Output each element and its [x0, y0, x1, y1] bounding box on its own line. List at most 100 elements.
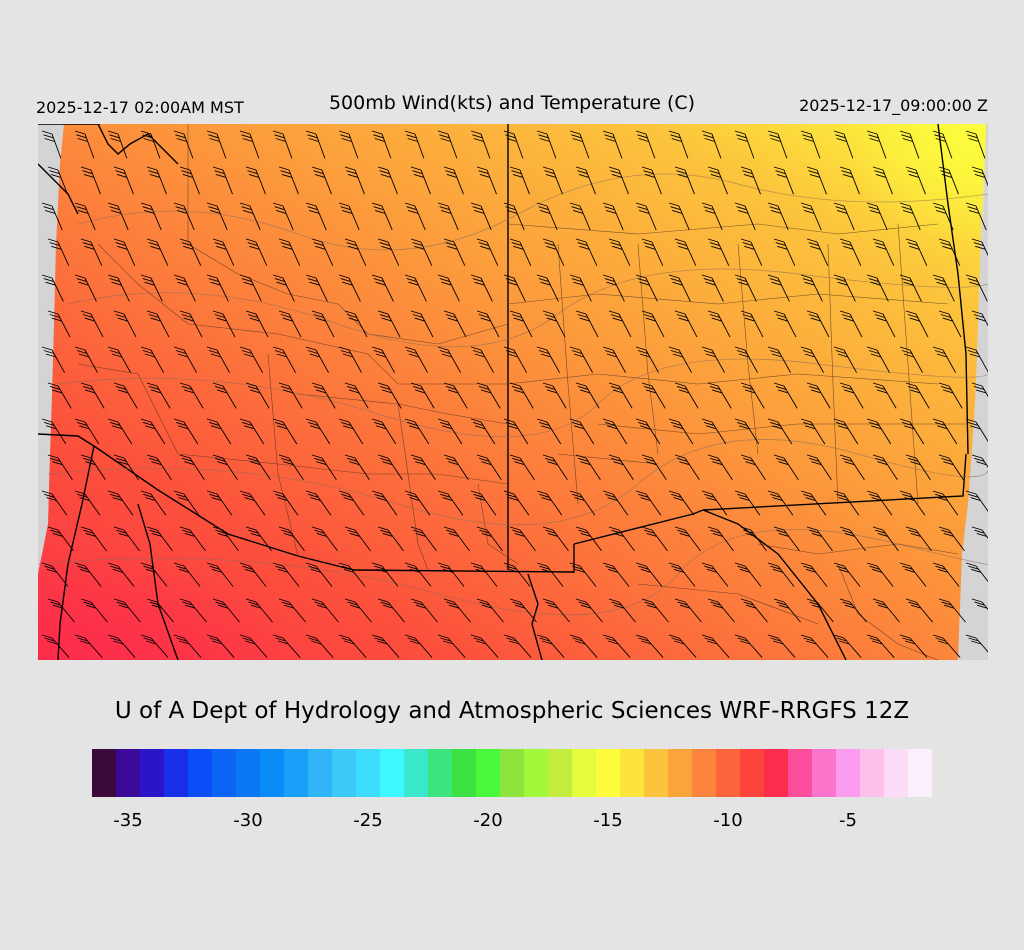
wind-barb [404, 202, 426, 231]
colorbar-swatch [572, 749, 596, 797]
local-time-label: 2025-12-17 02:00AM MST [36, 98, 244, 117]
wind-barb [608, 454, 634, 480]
wind-barb [602, 490, 629, 516]
county-borders [77, 124, 968, 660]
wind-barb [635, 418, 661, 445]
wind-barb [41, 130, 62, 159]
wind-barb [509, 382, 534, 409]
colorbar-tick-label: -5 [839, 810, 857, 831]
wind-barb [740, 382, 765, 409]
wind-barb [377, 310, 401, 338]
wind-barb [773, 238, 796, 266]
wind-barb [338, 418, 364, 445]
wind-barb [179, 310, 203, 338]
wind-barb [443, 526, 470, 552]
wind-barb [740, 454, 766, 480]
wind-barb [470, 490, 497, 516]
wind-barb [608, 166, 629, 195]
wind-barb [773, 526, 800, 552]
wind-barb [971, 166, 988, 187]
wind-barb [905, 310, 929, 338]
colorbar-swatch [908, 749, 932, 797]
wind-barb [602, 274, 625, 302]
wind-barb [41, 562, 69, 587]
wind-barb [371, 346, 395, 373]
wind-barb [245, 598, 273, 623]
wind-barb [833, 202, 855, 231]
wind-barb [602, 634, 631, 658]
wind-barb [311, 598, 339, 623]
wind-barb [41, 418, 67, 445]
wind-barb [542, 454, 568, 480]
wind-barb [833, 130, 854, 159]
wind-barb [608, 310, 632, 338]
wind-barb [899, 634, 928, 658]
wind-barb [107, 418, 133, 445]
wind-barb [575, 238, 598, 266]
wind-barb [800, 202, 822, 231]
wind-barb [938, 382, 963, 409]
colorbar-swatch [716, 749, 740, 797]
wind-barb [140, 490, 167, 516]
wind-barb [932, 130, 953, 159]
wind-barb [740, 238, 763, 266]
wind-barb [509, 238, 532, 266]
wind-barb [569, 346, 593, 373]
wind-barb [278, 526, 305, 552]
temperature-contours [38, 173, 988, 616]
wind-barb [146, 454, 172, 480]
wind-barb [833, 562, 861, 587]
wind-barb [470, 562, 498, 587]
wind-barb [767, 634, 796, 658]
wind-barb [371, 418, 397, 445]
colorbar-tick-label: -25 [353, 810, 383, 831]
wind-barb [80, 238, 103, 266]
wind-barb [41, 346, 65, 373]
wind-barb [503, 274, 526, 302]
wind-barb [140, 130, 161, 159]
wind-barb [674, 526, 701, 552]
wind-barb [740, 310, 764, 338]
wind-barb [800, 130, 821, 159]
wind-barb [206, 274, 229, 302]
wind-barb [767, 274, 790, 302]
colorbar-swatch [668, 749, 692, 797]
wind-barb [575, 166, 596, 195]
wind-barb [305, 490, 332, 516]
colorbar-swatch [452, 749, 476, 797]
colorbar-ticks: -35 -30 -25 -20 -15 -10 -5 [92, 810, 932, 834]
wind-barb [404, 130, 425, 159]
wind-barb [899, 562, 927, 587]
wind-barb [635, 346, 659, 373]
wind-barb [305, 634, 334, 658]
colorbar-swatch [428, 749, 452, 797]
wind-barb [839, 526, 866, 552]
wind-barb [839, 166, 860, 195]
wind-barb [179, 238, 202, 266]
wind-barb [344, 526, 371, 552]
wind-barb [938, 598, 966, 623]
wind-barb [371, 634, 400, 658]
wind-barb [932, 634, 961, 658]
wind-barb [806, 598, 834, 623]
wind-barb [635, 562, 663, 587]
colorbar-swatch [548, 749, 572, 797]
wind-barb [80, 166, 101, 195]
wind-barb [542, 526, 569, 552]
wind-barb [476, 526, 503, 552]
wind-barb [641, 598, 669, 623]
wind-barb [344, 238, 367, 266]
wind-barb [839, 238, 862, 266]
wind-barb [608, 238, 631, 266]
wind-barb [311, 526, 338, 552]
wind-barb [173, 202, 195, 231]
colorbar-tick-label: -10 [713, 810, 743, 831]
wind-barb [674, 598, 702, 623]
wind-barb [707, 526, 734, 552]
colorbar-swatch [260, 749, 284, 797]
wind-barb [173, 490, 200, 516]
wind-barb [245, 310, 269, 338]
wind-barb [113, 166, 134, 195]
colorbar-swatch [860, 749, 884, 797]
wind-barb [239, 130, 260, 159]
